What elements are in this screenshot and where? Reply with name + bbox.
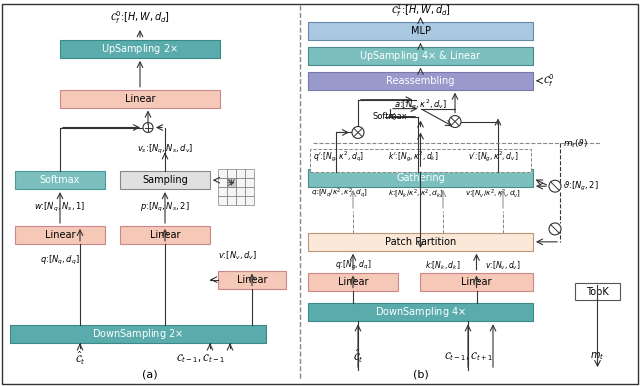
FancyBboxPatch shape xyxy=(308,303,533,322)
Circle shape xyxy=(549,223,561,235)
Text: Softmax: Softmax xyxy=(372,112,408,121)
Text: $m_t$: $m_t$ xyxy=(590,350,605,362)
Text: Patch Partition: Patch Partition xyxy=(385,237,456,247)
FancyBboxPatch shape xyxy=(236,187,245,196)
Text: TopK: TopK xyxy=(586,286,609,296)
Text: Sampling: Sampling xyxy=(142,175,188,185)
Text: $\hat{\mathcal{C}}_t$: $\hat{\mathcal{C}}_t$ xyxy=(353,348,364,365)
Text: UpSampling 2$\times$: UpSampling 2$\times$ xyxy=(102,42,179,56)
Text: (a): (a) xyxy=(142,369,158,379)
FancyBboxPatch shape xyxy=(245,169,254,178)
Text: Linear: Linear xyxy=(125,94,156,104)
FancyBboxPatch shape xyxy=(2,4,638,384)
FancyBboxPatch shape xyxy=(15,226,105,244)
Text: $v$:$[N_v/\kappa^2,\kappa^2,d_v]$: $v$:$[N_v/\kappa^2,\kappa^2,d_v]$ xyxy=(465,187,521,200)
Text: $v'$:$[N_g,\kappa^2,d_v]$: $v'$:$[N_g,\kappa^2,d_v]$ xyxy=(468,149,518,164)
FancyBboxPatch shape xyxy=(15,171,105,189)
Text: Linear: Linear xyxy=(45,230,76,240)
FancyBboxPatch shape xyxy=(120,226,210,244)
FancyBboxPatch shape xyxy=(420,273,533,291)
Text: Gathering: Gathering xyxy=(396,173,445,183)
FancyBboxPatch shape xyxy=(218,196,227,205)
Text: Softmax: Softmax xyxy=(40,175,80,185)
Text: $p$:$[N_q,N_s,2]$: $p$:$[N_q,N_s,2]$ xyxy=(140,200,190,213)
Text: DownSampling 4$\times$: DownSampling 4$\times$ xyxy=(375,305,466,320)
FancyBboxPatch shape xyxy=(227,187,236,196)
Text: $\mathcal{C}_f^1$:$[H,W,d_d]$: $\mathcal{C}_f^1$:$[H,W,d_d]$ xyxy=(390,2,451,19)
Text: $\hat{\mathcal{C}}_t$: $\hat{\mathcal{C}}_t$ xyxy=(75,350,85,367)
FancyBboxPatch shape xyxy=(308,47,533,65)
FancyBboxPatch shape xyxy=(575,283,620,300)
Text: Reassembling: Reassembling xyxy=(387,76,454,86)
Text: Linear: Linear xyxy=(237,274,268,284)
Text: $q$:$[N_q/\kappa^2,\kappa^2,d_q]$: $q$:$[N_q/\kappa^2,\kappa^2,d_q]$ xyxy=(311,186,368,200)
Text: Linear: Linear xyxy=(338,277,368,287)
Text: $\mathcal{C}_{t-1},\mathcal{C}_{t-1}$: $\mathcal{C}_{t-1},\mathcal{C}_{t-1}$ xyxy=(175,352,225,364)
FancyBboxPatch shape xyxy=(236,178,245,187)
Text: Linear: Linear xyxy=(150,230,180,240)
Text: $m_t(\vartheta)$: $m_t(\vartheta)$ xyxy=(563,137,588,150)
Text: $v$:$[N_v,d_v]$: $v$:$[N_v,d_v]$ xyxy=(218,249,257,262)
Text: DownSampling 2$\times$: DownSampling 2$\times$ xyxy=(92,327,184,341)
FancyBboxPatch shape xyxy=(227,169,236,178)
Circle shape xyxy=(352,127,364,139)
FancyBboxPatch shape xyxy=(308,233,533,251)
Text: $k'$:$[N_g,\kappa^2,d_k]$: $k'$:$[N_g,\kappa^2,d_k]$ xyxy=(388,149,438,164)
Text: $\mathcal{C}_f^0$: $\mathcal{C}_f^0$ xyxy=(543,73,554,89)
Text: $k$:$[N_k,d_k]$: $k$:$[N_k,d_k]$ xyxy=(426,259,461,272)
FancyBboxPatch shape xyxy=(310,149,531,172)
FancyBboxPatch shape xyxy=(227,196,236,205)
Text: MLP: MLP xyxy=(410,26,431,36)
FancyBboxPatch shape xyxy=(236,169,245,178)
Circle shape xyxy=(143,122,153,132)
FancyBboxPatch shape xyxy=(10,325,266,343)
FancyBboxPatch shape xyxy=(308,72,533,90)
Text: $a$:$[N_g,\kappa^2,d_v]$: $a$:$[N_g,\kappa^2,d_v]$ xyxy=(394,97,447,112)
Text: UpSampling 4$\times$ & Linear: UpSampling 4$\times$ & Linear xyxy=(359,49,482,63)
FancyBboxPatch shape xyxy=(218,178,227,187)
Text: $q$:$[N_q,d_q]$: $q$:$[N_q,d_q]$ xyxy=(40,254,80,267)
Text: $\mathcal{C}_f^0$:$[H,W,d_d]$: $\mathcal{C}_f^0$:$[H,W,d_d]$ xyxy=(110,9,170,25)
FancyBboxPatch shape xyxy=(227,178,236,187)
FancyBboxPatch shape xyxy=(308,169,533,187)
FancyBboxPatch shape xyxy=(308,22,533,40)
FancyBboxPatch shape xyxy=(120,171,210,189)
FancyBboxPatch shape xyxy=(218,169,227,178)
Circle shape xyxy=(549,180,561,192)
FancyBboxPatch shape xyxy=(245,178,254,187)
Text: $q'$:$[N_g,\kappa^2,d_q]$: $q'$:$[N_g,\kappa^2,d_q]$ xyxy=(313,149,364,164)
Text: $q$:$[N_q,d_q]$: $q$:$[N_q,d_q]$ xyxy=(335,259,371,272)
FancyBboxPatch shape xyxy=(236,196,245,205)
Text: $v_s$:$[N_q,N_s,d_v]$: $v_s$:$[N_q,N_s,d_v]$ xyxy=(137,143,193,156)
Circle shape xyxy=(449,115,461,127)
Text: $w$:$[N_q,N_s,1]$: $w$:$[N_q,N_s,1]$ xyxy=(35,200,86,213)
FancyBboxPatch shape xyxy=(218,271,286,289)
Text: $\mathcal{C}_{t-1},\mathcal{C}_{t+1}$: $\mathcal{C}_{t-1},\mathcal{C}_{t+1}$ xyxy=(444,350,492,362)
Text: Linear: Linear xyxy=(461,277,492,287)
FancyBboxPatch shape xyxy=(60,40,220,58)
Text: (b): (b) xyxy=(413,369,428,379)
Text: $v$:$[N_v,d_v]$: $v$:$[N_v,d_v]$ xyxy=(485,259,521,272)
Text: $\vartheta$:$[N_g,2]$: $\vartheta$:$[N_g,2]$ xyxy=(563,179,598,193)
Text: $k$:$[N_k/\kappa^2,\kappa^2,d_k]$: $k$:$[N_k/\kappa^2,\kappa^2,d_k]$ xyxy=(388,187,444,200)
FancyBboxPatch shape xyxy=(60,90,220,108)
FancyBboxPatch shape xyxy=(218,187,227,196)
FancyBboxPatch shape xyxy=(308,273,398,291)
FancyBboxPatch shape xyxy=(245,187,254,196)
FancyBboxPatch shape xyxy=(245,196,254,205)
